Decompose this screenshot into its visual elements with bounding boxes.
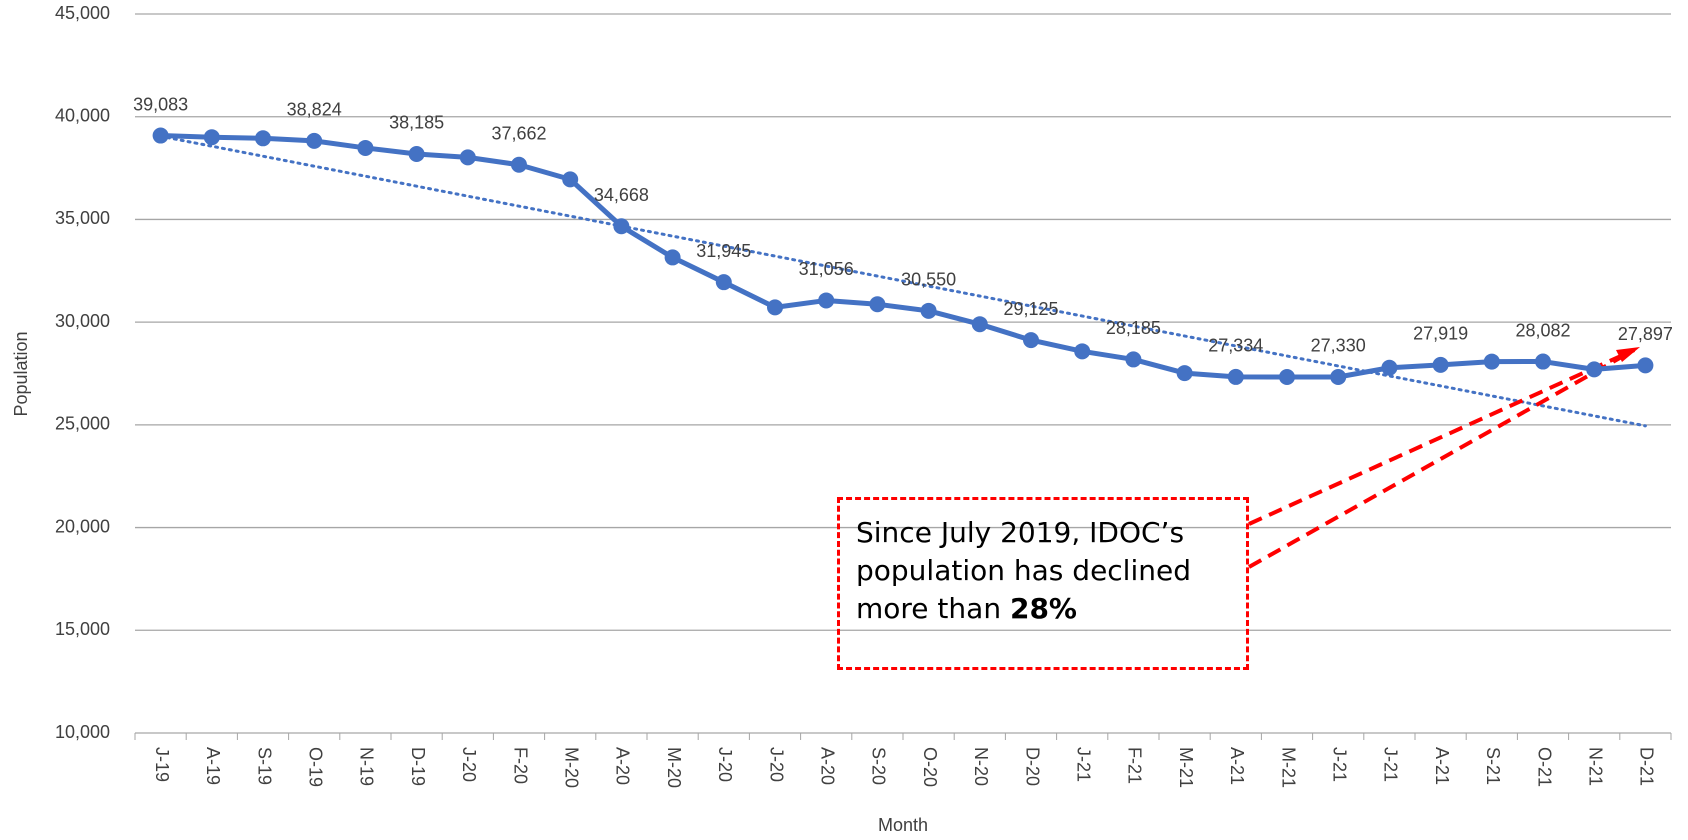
point <box>152 127 169 144</box>
y-tick-label: 35,000 <box>55 208 110 228</box>
annotation-bold: 28% <box>1009 592 1077 625</box>
point <box>1432 356 1449 373</box>
point <box>203 129 220 146</box>
x-tick-label: M-20 <box>561 747 581 788</box>
x-tick-label: D-21 <box>1637 747 1657 786</box>
point <box>255 130 271 147</box>
point <box>869 296 886 313</box>
data-label: 27,919 <box>1413 324 1468 344</box>
line <box>160 133 1646 380</box>
x-tick-label: J-21 <box>1381 747 1401 782</box>
data-label: 38,824 <box>287 100 342 120</box>
x-tick-label: J-20 <box>459 747 479 782</box>
point <box>1279 368 1295 385</box>
point <box>562 171 579 188</box>
x-tick-label: S-21 <box>1483 747 1503 785</box>
y-tick-label: 10,000 <box>55 722 110 742</box>
annotation-text: Since July 2019, IDOC’s population has d… <box>856 516 1191 625</box>
x-tick-label: A-19 <box>203 747 223 785</box>
x-tick-label: N-20 <box>971 747 991 786</box>
point <box>459 149 476 166</box>
point <box>306 132 323 149</box>
x-tick-label: O-20 <box>920 747 940 787</box>
point <box>1023 332 1039 349</box>
y-axis-title: Population <box>11 331 31 416</box>
annotation: Since July 2019, IDOC’s population has d… <box>837 497 1249 670</box>
point <box>920 302 937 319</box>
x-tick-label: J-20 <box>715 747 735 782</box>
data-label: 28,082 <box>1515 320 1570 340</box>
x-tick-label: F-21 <box>1125 747 1145 784</box>
point <box>971 316 988 333</box>
point <box>613 218 630 235</box>
y-tick-label: 30,000 <box>55 311 110 331</box>
y-tick-label: 20,000 <box>55 516 110 536</box>
point <box>715 274 732 291</box>
y-tick-label: 15,000 <box>55 619 110 639</box>
x-axis-title: Month <box>878 815 928 835</box>
y-tick-label: 45,000 <box>55 3 110 23</box>
point <box>1330 368 1347 385</box>
point <box>1483 353 1500 370</box>
data-label: 28,185 <box>1106 318 1161 338</box>
x-tick-label: F-20 <box>510 747 530 784</box>
data-label: 27,897 <box>1618 324 1673 344</box>
point <box>818 292 835 309</box>
x-tick-label: D-20 <box>1022 747 1042 786</box>
x-tick-label: M-20 <box>664 747 684 788</box>
data-label: 38,185 <box>389 113 444 133</box>
x-tick-label: N-19 <box>357 747 377 786</box>
x-tick-label: D-19 <box>408 747 428 786</box>
data-label: 31,056 <box>799 259 854 279</box>
point <box>664 249 681 266</box>
data-label: 27,334 <box>1208 336 1263 356</box>
data-label: 29,125 <box>1003 299 1058 319</box>
point <box>357 139 374 156</box>
point <box>1637 357 1654 374</box>
point <box>1176 365 1193 382</box>
x-tick-label: J-21 <box>1329 747 1349 782</box>
point <box>1535 353 1551 370</box>
data-label: 39,083 <box>133 94 188 114</box>
data-label: 34,668 <box>594 185 649 205</box>
x-tick-label: J-21 <box>1073 747 1093 782</box>
data-label: 37,662 <box>491 123 546 143</box>
x-tick-label: J-19 <box>152 747 172 782</box>
point <box>1586 361 1603 378</box>
point <box>1227 368 1244 385</box>
x-tick-label: S-19 <box>254 747 274 785</box>
x-tick-label: O-21 <box>1534 747 1554 787</box>
annotation-arrow <box>1248 348 1635 526</box>
arrow-head <box>1616 347 1640 362</box>
x-tick-label: J-20 <box>766 747 786 782</box>
x-tick-label: A-20 <box>613 747 633 785</box>
point <box>767 299 783 316</box>
trendline <box>159 134 1647 428</box>
data-label: 31,945 <box>696 241 751 261</box>
point <box>1381 359 1398 376</box>
x-tick-label: M-21 <box>1176 747 1196 788</box>
data-label: 30,550 <box>901 270 956 290</box>
point <box>408 145 425 162</box>
y-tick-label: 25,000 <box>55 414 110 434</box>
y-tick-label: 40,000 <box>55 105 110 125</box>
x-tick-label: A-21 <box>1432 747 1452 785</box>
annotation-arrow <box>1248 348 1635 569</box>
point <box>1125 351 1142 368</box>
x-tick-label: S-20 <box>869 747 889 785</box>
x-tick-label: A-20 <box>817 747 837 785</box>
point <box>511 156 527 173</box>
x-tick-label: M-21 <box>1278 747 1298 788</box>
data-label: 27,330 <box>1311 336 1366 356</box>
x-tick-label: O-19 <box>305 747 325 787</box>
point <box>1074 343 1091 360</box>
x-tick-label: N-21 <box>1585 747 1605 786</box>
x-tick-label: A-21 <box>1227 747 1247 785</box>
